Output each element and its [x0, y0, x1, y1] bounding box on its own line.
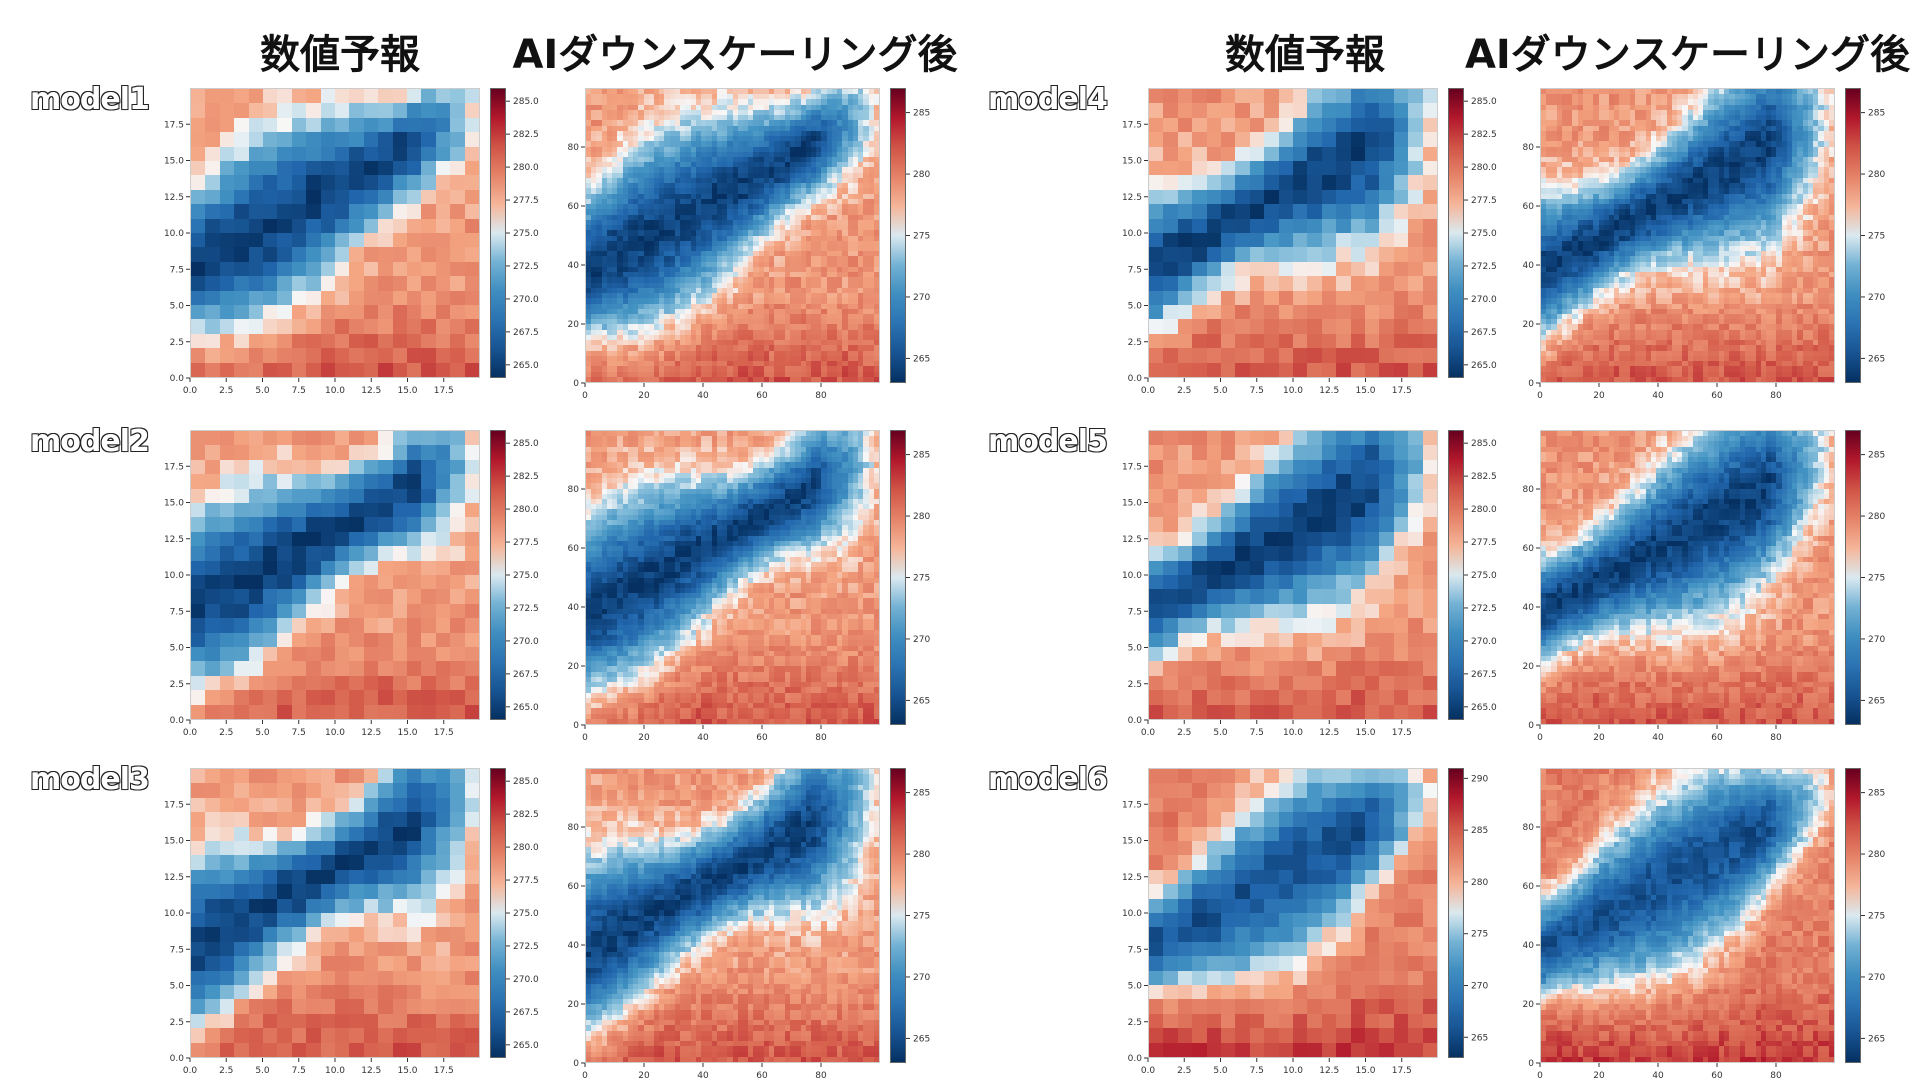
colorbar-tick-label: 270.0 [513, 637, 539, 647]
x-tick-label: 40 [697, 391, 709, 401]
y-tick-label: 40 [568, 261, 580, 271]
y-tick-label: 15.0 [164, 499, 184, 509]
x-tick-label: 15.0 [397, 728, 417, 738]
y-tick-label: 15.0 [164, 157, 184, 167]
x-tick-label: 7.5 [292, 728, 306, 738]
colorbar-tick-label: 285.0 [513, 97, 539, 107]
colorbar-tick-label: 280.0 [513, 163, 539, 173]
y-tick-label: 7.5 [170, 265, 184, 275]
x-tick-label: 7.5 [292, 386, 306, 396]
model-label-model1: model1 [30, 82, 180, 117]
x-tick-label: 17.5 [434, 386, 454, 396]
y-tick-label: 2.5 [170, 338, 184, 348]
x-tick-label: 2.5 [219, 728, 233, 738]
y-tick-label: 7.5 [170, 607, 184, 617]
x-tick-label: 5.0 [255, 728, 270, 738]
x-tick-label: 15.0 [397, 386, 417, 396]
x-tick-label: 12.5 [361, 728, 381, 738]
y-tick-label: 17.5 [164, 120, 184, 130]
x-tick-label: 0 [582, 391, 588, 401]
y-tick-label: 5.0 [170, 302, 185, 312]
right-forecast-header: 数値予報 [1165, 22, 1445, 72]
y-tick-label: 12.5 [164, 535, 184, 545]
x-tick-label: 2.5 [219, 386, 233, 396]
y-tick-label: 5.0 [170, 644, 185, 654]
colorbar-tick-label: 285 [913, 109, 930, 119]
colorbar-tick-label: 275 [913, 232, 930, 242]
x-tick-label: 80 [815, 391, 827, 401]
colorbar-tick-label: 265.0 [513, 703, 539, 713]
y-tick-label: 10.0 [164, 229, 184, 239]
model-label-model2: model2 [30, 424, 180, 459]
colorbar-tick-label: 270.0 [513, 295, 539, 305]
colorbar-tick-label: 265.0 [513, 361, 539, 371]
y-tick-label: 60 [568, 202, 580, 212]
colorbar-tick-label: 275.0 [513, 229, 539, 239]
colorbar-tick-label: 282.5 [513, 130, 539, 140]
colorbar-tick-label: 265 [913, 354, 930, 364]
colorbar-tick-label: 267.5 [513, 670, 539, 680]
right-ai-header: AIダウンスケーリング後 [1455, 22, 1920, 72]
y-tick-label: 2.5 [170, 680, 184, 690]
x-tick-label: 10.0 [325, 386, 345, 396]
x-tick-label: 60 [756, 391, 768, 401]
colorbar-tick-label: 277.5 [513, 196, 539, 206]
y-tick-label: 80 [568, 143, 580, 153]
colorbar-tick-label: 280 [913, 170, 930, 180]
x-tick-label: 20 [638, 391, 650, 401]
colorbar-tick-label: 280.0 [513, 505, 539, 515]
colorbar-tick-label: 267.5 [513, 328, 539, 338]
colorbar-tick-label: 285.0 [513, 439, 539, 449]
left-ai-header: AIダウンスケーリング後 [500, 22, 970, 72]
x-tick-label: 12.5 [361, 386, 381, 396]
colorbar-tick-label: 272.5 [513, 262, 539, 272]
y-tick-label: 10.0 [164, 571, 184, 581]
colorbar-tick-label: 272.5 [513, 604, 539, 614]
y-tick-label: 20 [568, 320, 580, 330]
x-tick-label: 17.5 [434, 728, 454, 738]
colorbar-tick-label: 275.0 [513, 571, 539, 581]
colorbar-tick-label: 270 [913, 293, 930, 303]
y-tick-label: 0 [573, 379, 579, 389]
y-tick-label: 17.5 [164, 462, 184, 472]
colorbar-tick-label: 277.5 [513, 538, 539, 548]
x-tick-label: 0.0 [183, 728, 198, 738]
colorbar-tick-label: 282.5 [513, 472, 539, 482]
x-tick-label: 5.0 [255, 386, 270, 396]
x-tick-label: 10.0 [325, 728, 345, 738]
y-tick-label: 0.0 [170, 374, 185, 384]
x-tick-label: 0.0 [183, 386, 198, 396]
y-tick-label: 12.5 [164, 193, 184, 203]
y-tick-label: 0.0 [170, 716, 185, 726]
left-forecast-header: 数値予報 [200, 22, 480, 72]
